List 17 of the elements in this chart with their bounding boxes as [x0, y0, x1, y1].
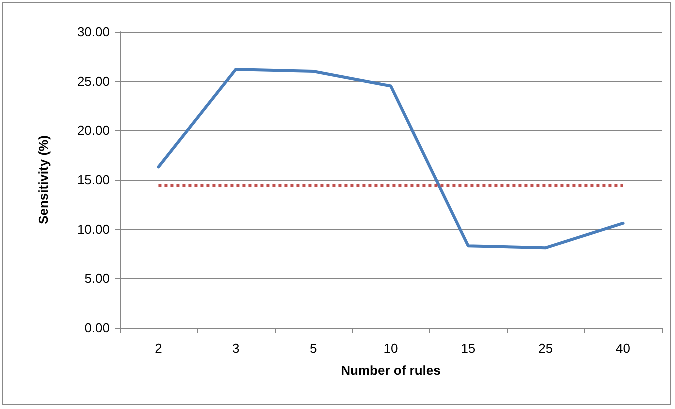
- x-tick-label: 3: [232, 341, 240, 356]
- y-tick-label: 20.00: [77, 123, 110, 138]
- x-tick-label: 25: [538, 341, 554, 356]
- x-tick-label: 10: [384, 341, 398, 356]
- y-tick-label: 25.00: [77, 74, 110, 89]
- y-tick-label: 5.00: [84, 271, 110, 286]
- line-series: [157, 68, 625, 250]
- x-tick-label: 15: [461, 341, 476, 356]
- x-axis-title: Number of rules: [341, 363, 441, 378]
- y-axis-title: Sensitivity (%): [36, 136, 51, 224]
- x-tick-label: 2: [155, 341, 162, 356]
- y-tick-label: 0.00: [84, 320, 110, 336]
- x-tick-label: 5: [310, 341, 318, 356]
- y-tick-label: 30.00: [77, 24, 110, 40]
- x-tick-label: 40: [616, 341, 631, 356]
- y-tick-label: 15.00: [77, 172, 110, 188]
- y-tick-label: 10.00: [77, 222, 110, 237]
